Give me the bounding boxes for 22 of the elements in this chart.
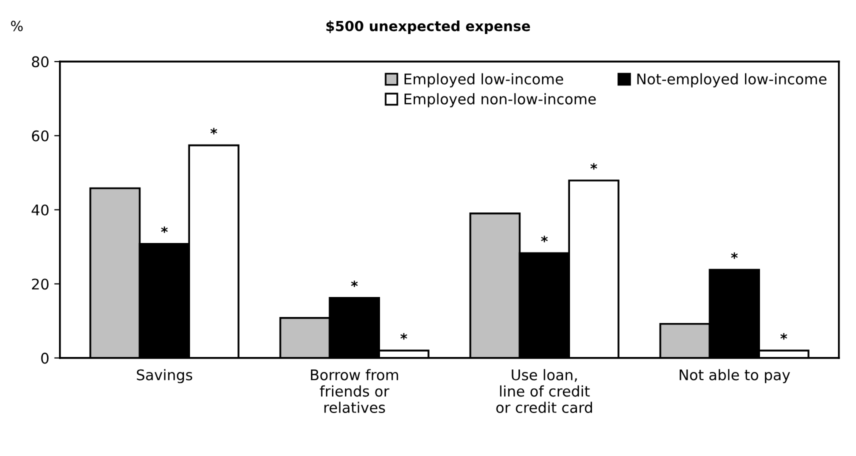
data-label: * [161,226,168,233]
y-tick-label: 40 [32,204,49,216]
y-tick-label: 80 [32,56,49,68]
x-tick-label: Not able to pay [680,369,790,384]
data-label: * [780,333,788,340]
y-tick-label: 20 [32,278,49,290]
x-tick-label: Use loan, line of credit or credit card [496,369,592,414]
legend-label: Employed low-income [404,73,564,88]
data-label: * [400,333,408,340]
data-label: * [541,236,548,242]
x-tick-label: Borrow from friends or relatives [310,369,398,414]
data-label: * [590,163,598,170]
x-tick-label: Savings [136,369,192,384]
chart-title: $500 unexpected expense [326,20,530,34]
y-axis-title: % [11,20,23,32]
legend-label: Not-employed low-income [637,73,826,88]
y-tick-label: 0 [41,352,49,364]
legend-label: Employed non-low-income [404,93,596,108]
data-label: * [210,128,218,134]
y-tick-label: 60 [32,130,49,142]
data-label: * [351,280,358,288]
data-label: * [731,252,738,259]
